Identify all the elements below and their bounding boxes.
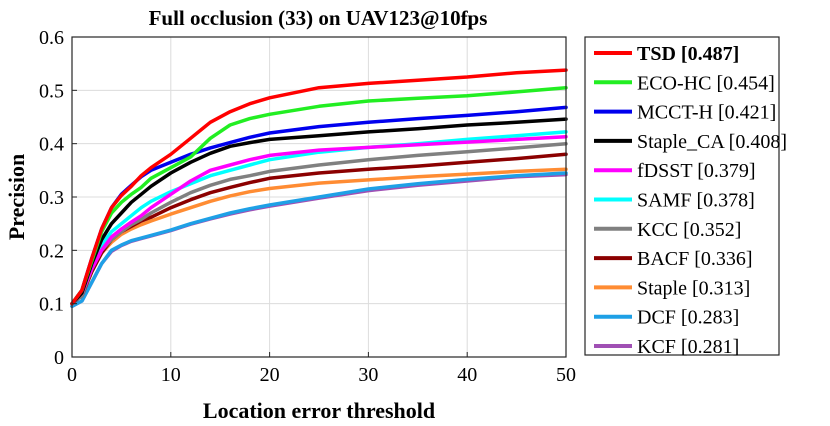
y-tick-label: 0.6 bbox=[39, 27, 64, 49]
legend-label-7: BACF [0.336] bbox=[637, 248, 753, 270]
x-tick-label: 40 bbox=[457, 364, 477, 386]
legend-label-4: fDSST [0.379] bbox=[637, 160, 756, 182]
legend-label-8: Staple [0.313] bbox=[637, 277, 750, 299]
series-line-9 bbox=[70, 171, 568, 309]
legend-label-6: KCC [0.352] bbox=[637, 219, 741, 241]
legend-label-1: ECO-HC [0.454] bbox=[637, 72, 775, 94]
legend-label-3: Staple_CA [0.408] bbox=[637, 131, 787, 153]
y-tick-label: 0.2 bbox=[39, 240, 64, 262]
x-tick-label: 10 bbox=[161, 364, 181, 386]
y-tick-label: 0.4 bbox=[39, 134, 64, 156]
legend-label-10: KCF [0.281] bbox=[637, 336, 739, 358]
y-tick-label: 0 bbox=[54, 347, 64, 369]
legend-label-9: DCF [0.283] bbox=[637, 307, 739, 329]
y-tick-label: 0.5 bbox=[39, 80, 64, 102]
x-tick-label: 30 bbox=[358, 364, 378, 386]
series-line-4 bbox=[70, 134, 568, 306]
grid bbox=[72, 37, 566, 357]
x-tick-label: 0 bbox=[67, 364, 77, 386]
legend-label-2: MCCT-H [0.421] bbox=[637, 102, 776, 124]
x-axis-label: Location error threshold bbox=[203, 398, 435, 423]
legend-label-5: SAMF [0.378] bbox=[637, 190, 755, 212]
y-axis-label: Precision bbox=[4, 154, 29, 240]
x-tick-label: 50 bbox=[556, 364, 576, 386]
series-line-0 bbox=[70, 68, 568, 306]
series-lines bbox=[70, 68, 568, 309]
x-tick-label: 20 bbox=[260, 364, 280, 386]
axis-ticks: 0 10 20 30 40 50 0 0.1 0.2 0.3 0.4 0.5 0.6 bbox=[39, 27, 576, 386]
legend-box bbox=[584, 36, 780, 356]
series-line-3 bbox=[70, 117, 568, 306]
legend-label-0: TSD [0.487] bbox=[637, 43, 739, 65]
y-tick-label: 0.1 bbox=[39, 294, 64, 316]
chart-title: Full occlusion (33) on UAV123@10fps bbox=[149, 6, 488, 30]
legend: TSD [0.487] ECO-HC [0.454] MCCT-H [0.421] S… bbox=[584, 36, 787, 358]
y-tick-label: 0.3 bbox=[39, 187, 64, 209]
